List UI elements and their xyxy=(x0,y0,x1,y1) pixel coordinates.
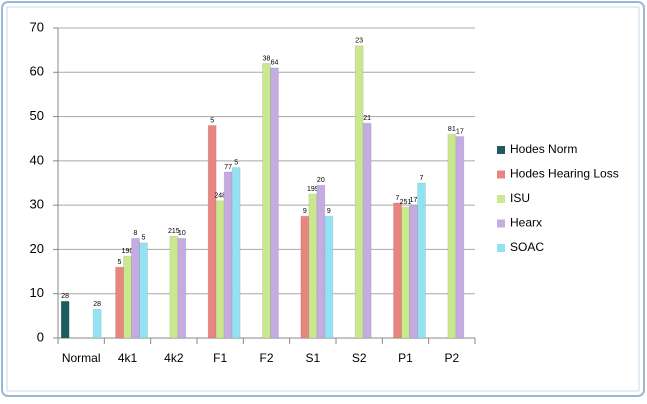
count-label: 7 xyxy=(420,175,424,182)
bar xyxy=(92,308,102,339)
legend-label: SOAC xyxy=(510,240,544,254)
chart-inner-frame xyxy=(6,6,640,392)
count-label: 7 xyxy=(396,195,400,202)
bar xyxy=(231,167,241,339)
x-tick-label: S1 xyxy=(305,351,320,365)
count-label: 9 xyxy=(327,208,331,215)
bar xyxy=(324,215,334,339)
y-tick-label: 50 xyxy=(30,108,44,123)
x-tick-label: F2 xyxy=(259,351,273,365)
x-tick-label: 4k1 xyxy=(118,351,138,365)
legend-label: Hodes Hearing Loss xyxy=(510,167,619,181)
count-label: 28 xyxy=(93,301,101,308)
count-label: 17 xyxy=(456,128,464,135)
count-label: 199 xyxy=(307,186,319,193)
legend-label: Hodes Norm xyxy=(510,142,577,156)
count-label: 9 xyxy=(303,208,307,215)
bar xyxy=(393,202,402,339)
x-tick-label: Normal xyxy=(62,351,101,365)
x-tick-label: P1 xyxy=(398,351,413,365)
y-tick-label: 40 xyxy=(30,152,44,167)
count-label: 17 xyxy=(410,197,418,204)
count-label: 5 xyxy=(142,235,146,242)
bar xyxy=(316,184,326,339)
bar xyxy=(169,235,179,339)
bar xyxy=(131,237,140,339)
y-tick-label: 0 xyxy=(37,329,44,344)
x-tick-label: F1 xyxy=(213,351,227,365)
legend-swatch xyxy=(497,219,505,228)
x-tick-label: 4k2 xyxy=(164,351,184,365)
legend-label: Hearx xyxy=(510,216,542,230)
legend-swatch xyxy=(497,195,505,203)
x-tick-label: P2 xyxy=(444,351,459,365)
count-label: 8 xyxy=(134,230,138,237)
bar xyxy=(262,62,271,339)
bar xyxy=(177,237,187,339)
count-label: 38 xyxy=(263,55,271,62)
bar xyxy=(308,193,318,339)
count-label: 23 xyxy=(355,38,363,45)
bar xyxy=(447,133,457,339)
bar xyxy=(223,171,233,339)
bar xyxy=(60,300,70,339)
bar xyxy=(409,204,418,339)
bar xyxy=(123,255,132,339)
y-tick-label: 30 xyxy=(30,197,44,212)
count-label: 5 xyxy=(234,159,238,166)
count-label: 251 xyxy=(400,199,412,206)
bar xyxy=(417,182,426,339)
bar xyxy=(401,206,410,339)
legend-swatch xyxy=(497,170,505,179)
count-label: 215 xyxy=(168,228,180,235)
count-label: 5 xyxy=(210,117,214,124)
bar xyxy=(215,200,225,339)
count-label: 190 xyxy=(122,248,134,255)
count-label: 77 xyxy=(224,164,232,171)
bar xyxy=(300,215,310,339)
count-label: 28 xyxy=(61,293,69,300)
y-tick-label: 20 xyxy=(30,241,44,256)
bar xyxy=(207,124,217,339)
bar xyxy=(362,122,372,339)
count-label: 10 xyxy=(178,230,186,237)
bar xyxy=(270,67,279,339)
count-label: 5 xyxy=(118,259,122,266)
count-label: 21 xyxy=(363,115,371,122)
count-label: 20 xyxy=(317,177,325,184)
bar xyxy=(354,45,364,339)
bar xyxy=(115,266,124,339)
x-tick-label: S2 xyxy=(352,351,367,365)
legend-swatch xyxy=(497,146,505,154)
count-label: 248 xyxy=(214,193,226,200)
y-tick-label: 60 xyxy=(30,64,44,79)
count-label: 81 xyxy=(448,126,456,133)
y-tick-label: 10 xyxy=(30,285,44,300)
bar xyxy=(455,136,465,339)
legend-swatch xyxy=(497,244,505,252)
legend-label: ISU xyxy=(510,191,530,205)
count-label: 64 xyxy=(271,60,279,67)
bar xyxy=(139,242,148,339)
y-tick-label: 70 xyxy=(30,19,44,34)
